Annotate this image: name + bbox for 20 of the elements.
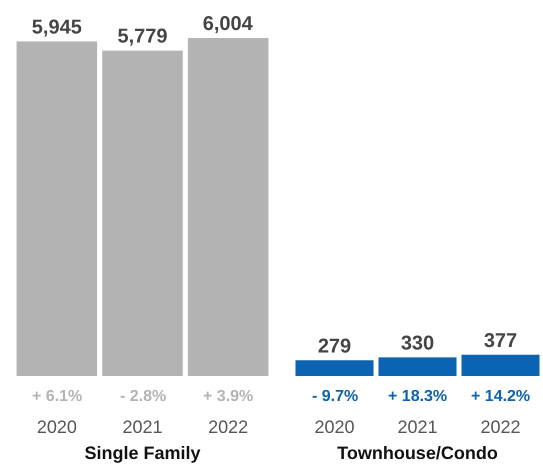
x-tick-label: 2022 bbox=[480, 417, 521, 437]
data-label: 330 bbox=[400, 332, 434, 354]
x-tick-label: 2021 bbox=[122, 417, 163, 437]
x-tick-label: 2022 bbox=[208, 417, 248, 437]
data-label: 279 bbox=[318, 335, 352, 358]
text: + 3.9% bbox=[203, 388, 254, 405]
data-label: 377 bbox=[484, 330, 518, 352]
x-axis-title: Single Family bbox=[84, 443, 201, 464]
text: - 2.8% bbox=[120, 388, 166, 405]
data-label: 6,004 bbox=[202, 13, 254, 35]
text: + 6.1% bbox=[32, 388, 82, 405]
x-tick-label: 2021 bbox=[397, 417, 438, 437]
x-tick-label: 2020 bbox=[314, 417, 355, 437]
text: - 9.7% bbox=[312, 388, 358, 405]
x-tick-label: 2020 bbox=[36, 417, 77, 437]
text: + 14.2% bbox=[471, 388, 530, 405]
text: + 18.3% bbox=[388, 388, 448, 405]
x-axis-title: Townhouse/Condo bbox=[337, 443, 498, 464]
data-label: 5,779 bbox=[117, 26, 168, 48]
data-label: 5,945 bbox=[32, 16, 82, 38]
